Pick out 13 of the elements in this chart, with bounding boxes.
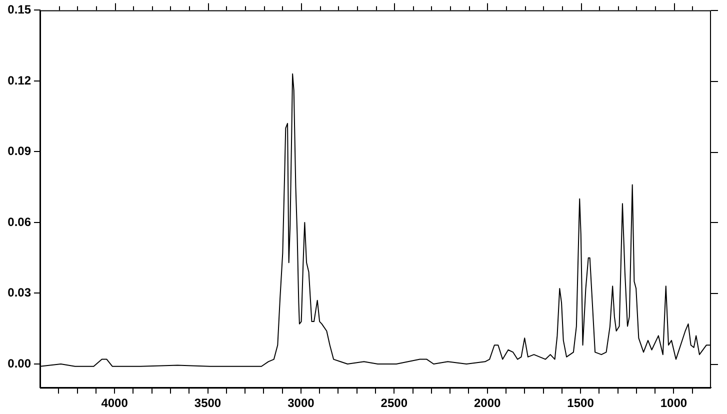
x-tick-label: 1000 <box>660 396 688 410</box>
y-tick-label: 0.03 <box>8 286 32 300</box>
x-tick-label: 4000 <box>101 396 128 410</box>
y-tick-label: 0.09 <box>8 144 32 158</box>
y-tick-label: 0.12 <box>8 73 32 88</box>
y-tick-label: 0.00 <box>8 356 32 370</box>
x-tick-label: 1500 <box>567 396 594 410</box>
y-tick-label: 0.15 <box>8 2 32 17</box>
x-tick-label: 3000 <box>288 396 315 410</box>
x-tick-label: 2500 <box>380 396 408 410</box>
x-tick-label: 3500 <box>194 396 222 410</box>
x-tick-label: 2000 <box>474 396 502 410</box>
y-tick-label: 0.06 <box>8 214 32 229</box>
